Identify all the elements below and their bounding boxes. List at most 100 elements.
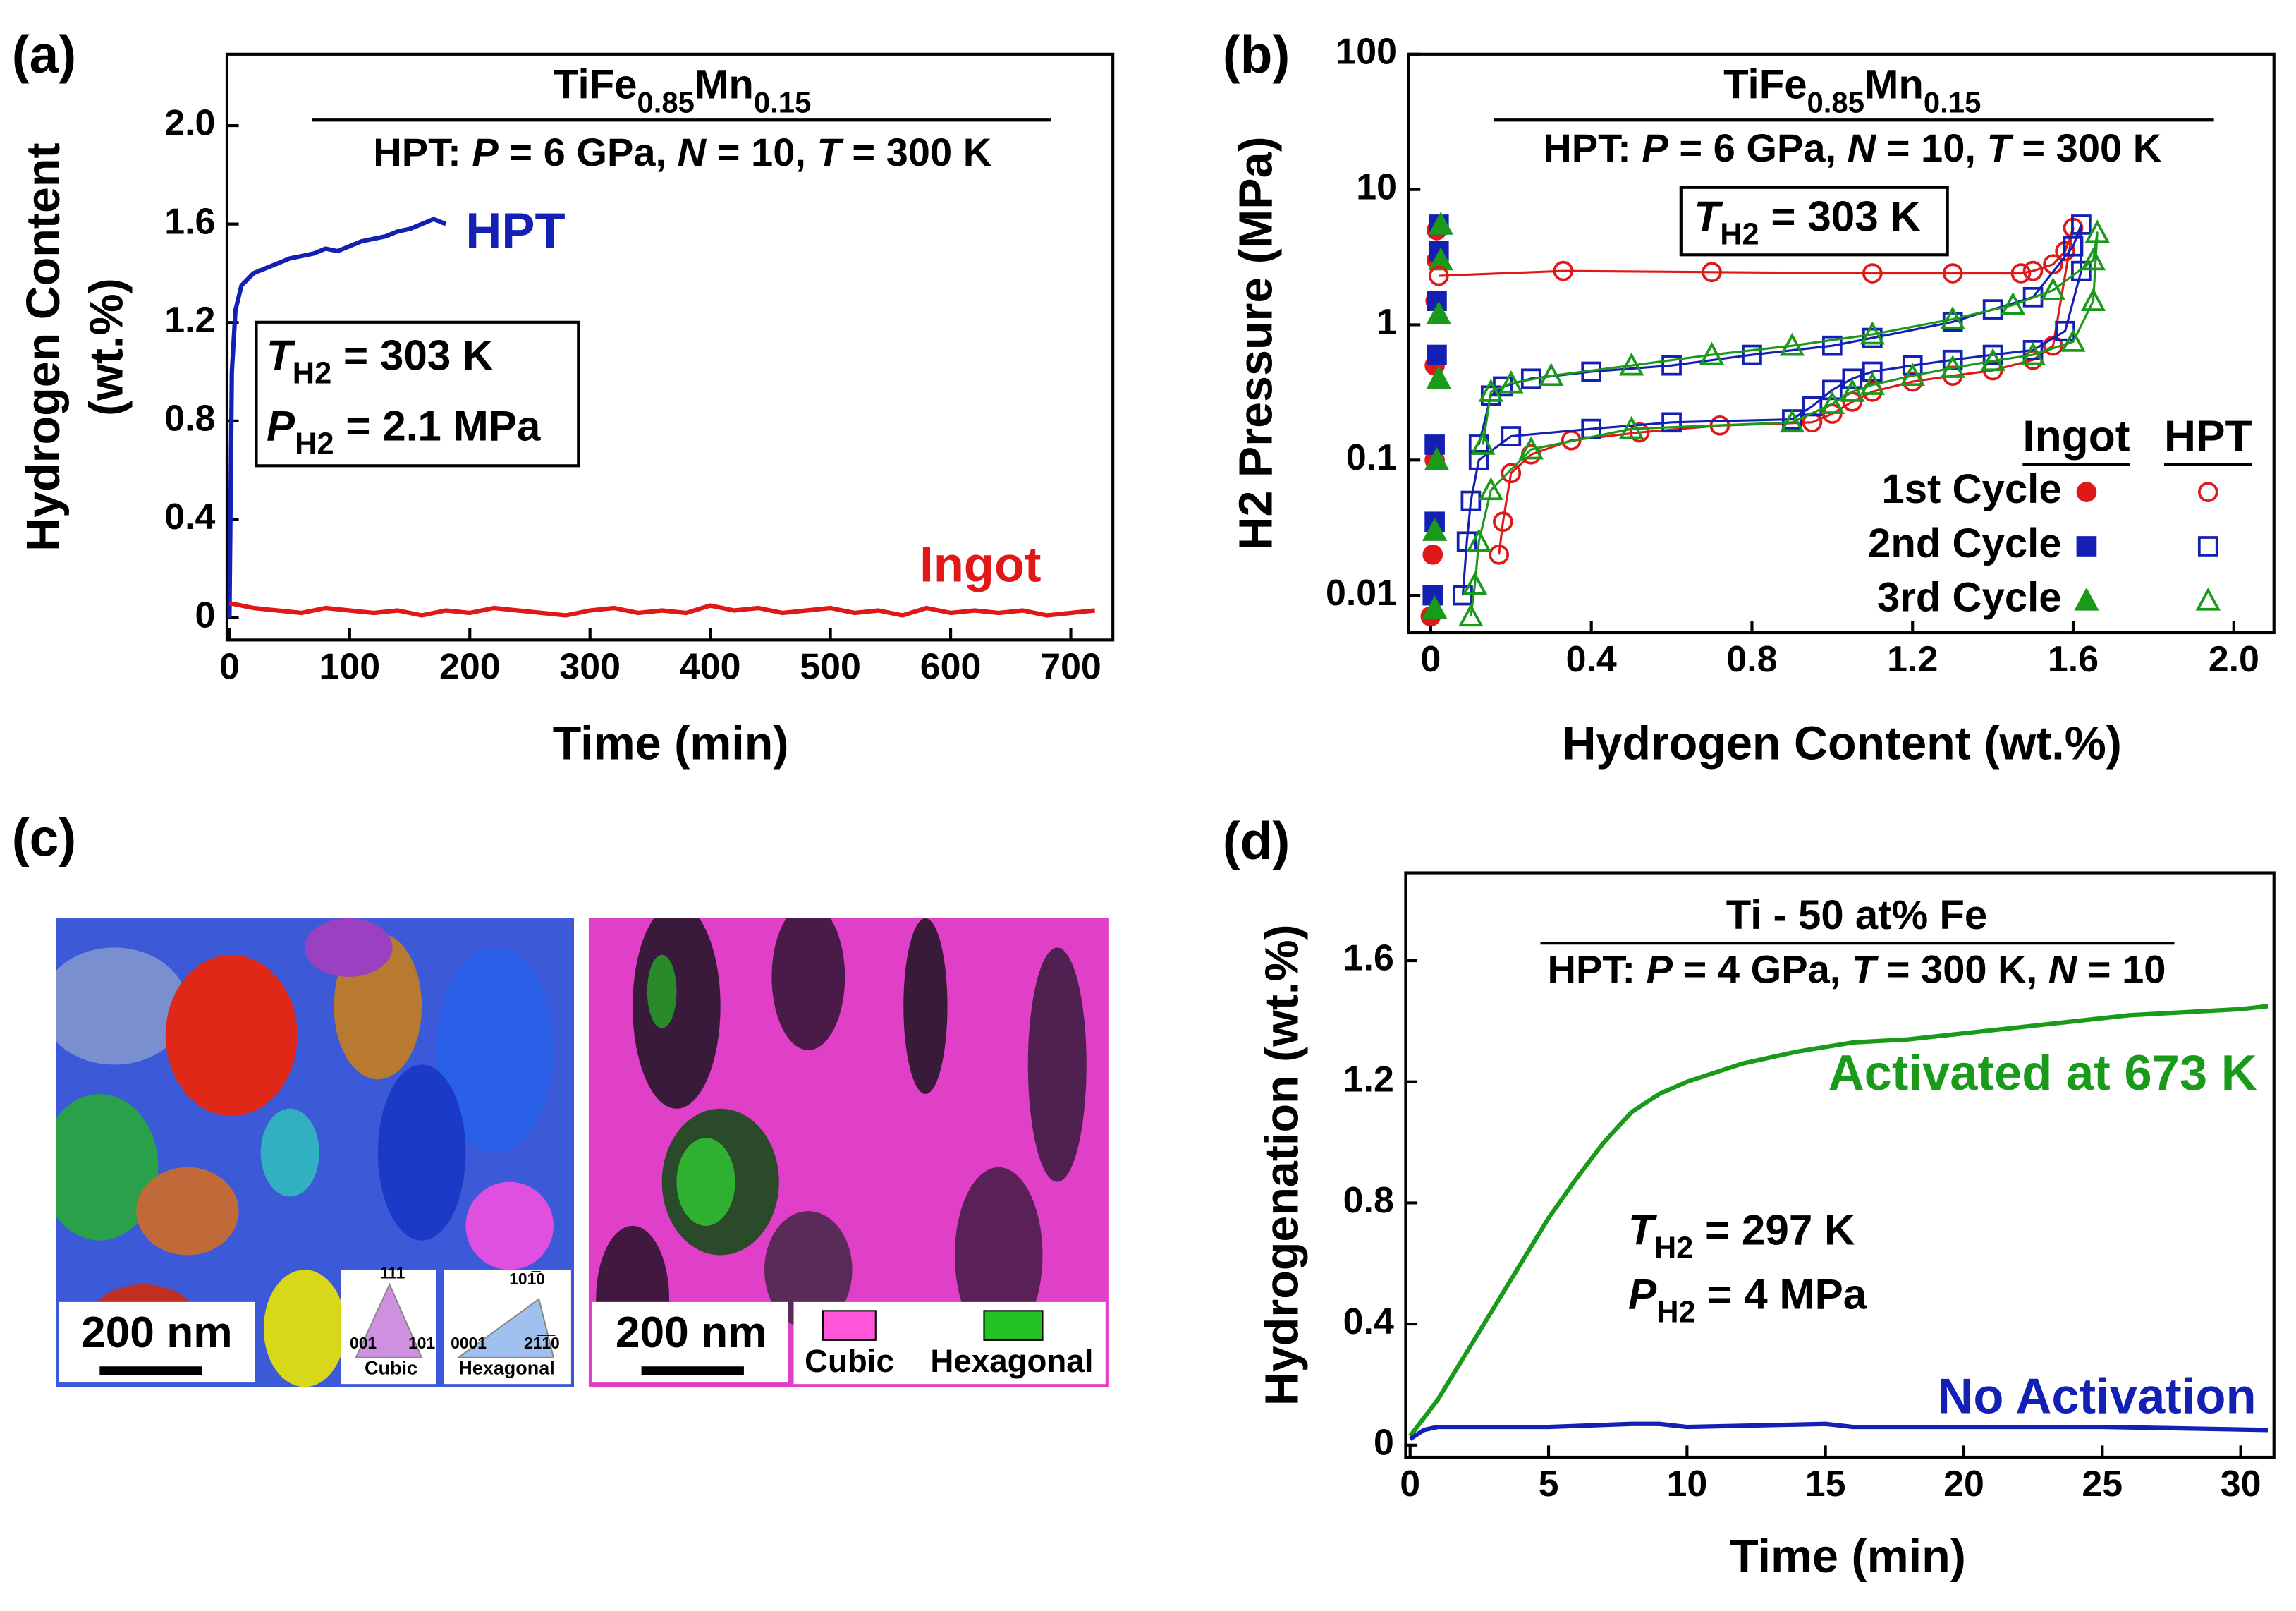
- marker: [1422, 595, 1448, 619]
- marker: [1982, 344, 2003, 365]
- marker: [2040, 277, 2066, 300]
- marker: [1779, 332, 1805, 356]
- marker: [1426, 300, 1451, 324]
- marker: [1424, 446, 1450, 470]
- y-axis-label: Hydrogen Content: [18, 142, 70, 551]
- marker: [1478, 378, 1503, 402]
- marker: [1900, 363, 1925, 387]
- series-line: [1409, 1421, 2268, 1441]
- marker: [2080, 247, 2106, 271]
- y-axis-label: H2 Pressure (MPa): [1230, 136, 1282, 550]
- marker: [1702, 262, 1722, 283]
- x-axis-label: Time (min): [553, 717, 789, 770]
- marker: [2022, 260, 2044, 281]
- legend-label: 1st Cycle: [1881, 466, 2061, 512]
- marker: [2084, 219, 2110, 243]
- marker: [1422, 545, 1443, 565]
- marker: [1661, 355, 1682, 376]
- legend-label: 2nd Cycle: [1868, 521, 2062, 566]
- y-axis-label: Hydrogenation (wt.%): [1257, 924, 1309, 1406]
- series-label: Activated at 673 K: [1828, 1045, 2257, 1100]
- text-part: = 300 K: [2011, 126, 2161, 170]
- marker: [1822, 335, 1843, 356]
- marker: [1501, 463, 1522, 484]
- series-label: Ingot: [920, 536, 1041, 592]
- chart-panel: (a)Hydrogen Content (wt.%)Time (min)TiFe0…: [12, 25, 1115, 770]
- marker: [1539, 363, 1564, 387]
- marker: [1453, 585, 1473, 606]
- text-part: 0.85: [637, 85, 695, 118]
- legend-marker: [2197, 482, 2218, 502]
- legend-header: HPT: [2164, 412, 2252, 461]
- marker: [1422, 518, 1448, 541]
- x-tick-label: 15: [1805, 1463, 1846, 1504]
- marker: [1493, 511, 1513, 533]
- marker: [1819, 391, 1845, 415]
- text-part: = 6 GPa,: [1668, 126, 1848, 170]
- chart-title: Ti - 50 at% Fe: [1726, 892, 1987, 938]
- key-label: 101̅0: [509, 1270, 545, 1288]
- marker: [1629, 422, 1650, 443]
- text-part: P: [267, 401, 295, 449]
- marker: [1468, 449, 1489, 470]
- key-label: 001: [350, 1334, 377, 1352]
- chart-subtitle: HPT: P = 6 GPa, N = 10, T = 300 K: [373, 130, 991, 174]
- y-tick-label: 1.6: [1343, 937, 1394, 978]
- marker: [1618, 415, 1644, 439]
- x-tick-label: 1.2: [1887, 638, 1938, 679]
- marker: [2000, 291, 2026, 315]
- y-axis-label: (wt.%): [80, 278, 133, 416]
- y-tick-label: 0.4: [1343, 1301, 1394, 1342]
- marker: [1489, 545, 1510, 565]
- plot-frame: [225, 52, 1115, 642]
- marker: [1618, 352, 1644, 376]
- x-axis-label: Hydrogen Content (wt.%): [1562, 717, 2122, 770]
- y-tick-label: 10: [1356, 166, 1397, 207]
- x-tick-label: 200: [439, 646, 501, 687]
- series-line: [1461, 223, 2082, 596]
- text-part: P: [1647, 947, 1673, 992]
- marker: [1424, 434, 1445, 455]
- marker: [2071, 260, 2092, 281]
- marker: [1742, 344, 1762, 365]
- text-part: Ti - 50 at% Fe: [1726, 892, 1987, 938]
- marker: [1982, 299, 2003, 320]
- chart-subtitle: HPT: P = 6 GPa, N = 10, T = 300 K: [1543, 126, 2161, 170]
- marker: [1842, 368, 1863, 389]
- legend-marker: [2197, 536, 2218, 557]
- text-part: = 303 K: [1759, 192, 1921, 240]
- y-tick-label: 0: [1374, 1422, 1394, 1463]
- text-part: HPT:: [1543, 126, 1642, 170]
- marker: [1456, 531, 1477, 552]
- text-part: = 2.1 MPa: [334, 401, 541, 449]
- text-part: = 297 K: [1693, 1205, 1855, 1253]
- text-part: = 6 GPa,: [499, 130, 678, 174]
- text-part: = 10,: [1876, 126, 1986, 170]
- text-part: P: [1628, 1270, 1657, 1318]
- text-part: = 4 GPa,: [1673, 947, 1852, 992]
- annotation: TH2 = 297 K: [1628, 1205, 1855, 1265]
- marker: [2060, 328, 2086, 352]
- marker: [1428, 211, 1453, 235]
- x-tick-label: 0: [219, 646, 240, 687]
- plot-frame: [1404, 871, 2276, 1459]
- x-tick-label: 20: [1943, 1463, 1984, 1504]
- y-tick-label: 0: [195, 595, 215, 636]
- marker: [1699, 341, 1725, 365]
- chart-subtitle: HPT: P = 4 GPa, T = 300 K, N = 10: [1547, 947, 2166, 992]
- series-label: HPT: [465, 202, 565, 258]
- text-part: H2: [1720, 218, 1759, 252]
- x-tick-label: 2.0: [2209, 638, 2259, 679]
- text-part: TiFe: [1723, 62, 1807, 108]
- marker: [2022, 340, 2044, 360]
- annotation: PH2 = 4 MPa: [1628, 1270, 1867, 1330]
- marker: [1860, 372, 1885, 395]
- x-tick-label: 400: [680, 646, 741, 687]
- panel-label: (d): [1223, 811, 1290, 870]
- text-part: = 300 K,: [1876, 947, 2048, 992]
- chart-panel: (b) H2 Pressure (MPa) Hydrogen Content (wt…: [1223, 25, 2276, 770]
- series-line: [227, 217, 447, 618]
- panel-label: (b): [1223, 25, 1290, 84]
- y-tick-label: 0.1: [1346, 437, 1397, 478]
